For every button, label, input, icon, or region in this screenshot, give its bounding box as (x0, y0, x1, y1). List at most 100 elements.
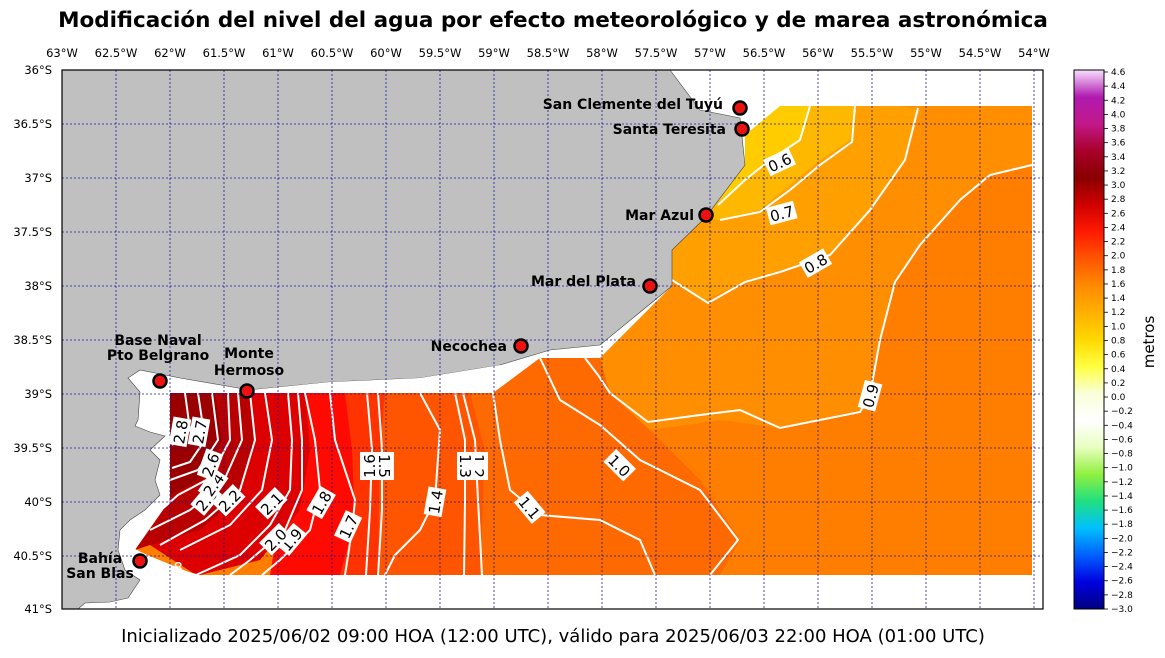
lon-label: 57.5°W (635, 46, 678, 60)
station-marker-san-blas (132, 553, 148, 569)
station-label-san-clemente: San Clemente del Tuyú (543, 97, 723, 113)
colorbar-tick-label: −2.6 (1111, 577, 1133, 587)
colorbar-tick-label: 0.6 (1111, 351, 1126, 361)
colorbar-tick-label: −0.8 (1111, 450, 1133, 460)
lon-label: 58°W (586, 46, 618, 60)
lon-label: 56°W (802, 46, 834, 60)
station-marker-belgrano (152, 373, 168, 389)
map-frame (61, 69, 1044, 610)
contour-1-0 (539, 357, 740, 576)
contour-label-2-8: 2.8 (168, 416, 192, 448)
svg-text:1.4: 1.4 (425, 489, 447, 516)
lat-label: 36°S (24, 63, 52, 77)
contour-label-1-4: 1.4 (423, 486, 447, 518)
svg-text:1.5: 1.5 (375, 454, 393, 478)
ocean-coast-strip (170, 365, 500, 393)
station-label-monte-line1: Monte (224, 346, 274, 362)
station-label-necochea: Necochea (431, 339, 507, 355)
colorbar-tick-label: 3.8 (1111, 125, 1126, 135)
contour-2-0 (195, 392, 294, 576)
lon-label: 54°W (1018, 46, 1050, 60)
lon-label: 58.5°W (527, 46, 570, 60)
lon-label: 55.5°W (851, 46, 894, 60)
contour-1-9 (229, 392, 303, 576)
colorbar-label: metros (1140, 316, 1158, 369)
colorbar-tick-label: 0.4 (1111, 365, 1126, 375)
colorbar-ticks: 4.6 4.4 4.2 4.0 3.8 3.6 3.4 3.2 3.0 2.8 2.6 2.4 2.2 2… (1104, 68, 1133, 615)
station-label-belgrano-line1: Base Naval (114, 333, 201, 349)
contour-0-7 (719, 105, 856, 221)
station-label-monte-line2: Hermoso (214, 363, 285, 379)
colorbar-tick-label: −1.2 (1111, 478, 1133, 488)
colorbar-tick-label: 4.2 (1111, 96, 1125, 106)
lon-label: 57°W (694, 46, 726, 60)
colorbar-tick-label: −0.2 (1111, 407, 1133, 417)
colorbar-bar (1073, 69, 1105, 610)
field-band-1-3 (370, 393, 485, 575)
station-marker-san-clemente (732, 100, 748, 116)
colorbar-tick-label: −1.6 (1111, 506, 1133, 516)
colorbar-tick-label: −3.0 (1111, 605, 1133, 615)
field-band-1-0 (420, 358, 740, 575)
colorbar-tick-label: 3.0 (1111, 181, 1126, 191)
stations (132, 100, 750, 569)
svg-text:2.7: 2.7 (189, 419, 211, 446)
contour-label-2-7: 2.7 (187, 416, 211, 448)
colorbar-tick-label: 1.8 (1111, 266, 1126, 276)
station-marker-santa-teresita (734, 121, 750, 137)
colorbar-tick-label: 0.8 (1111, 337, 1126, 347)
contour-1-4 (384, 392, 442, 576)
contour-2-2 (159, 392, 257, 546)
lat-label: 40°S (24, 495, 52, 509)
colorbar-tick-label: 3.4 (1111, 153, 1126, 163)
colorbar-tick-label: 4.6 (1111, 68, 1126, 78)
lat-label: 40.5°S (13, 549, 52, 563)
svg-text:2.8: 2.8 (170, 419, 192, 446)
station-label-santa-teresita: Santa Teresita (613, 122, 726, 138)
lon-label: 63°W (46, 46, 78, 60)
colorbar-tick-label: −0.4 (1111, 421, 1133, 431)
station-marker-monte-hermoso (239, 383, 255, 399)
station-label-blas-line2: San Blas (66, 566, 134, 582)
lat-label: 39°S (24, 387, 52, 401)
lon-label: 59.5°W (419, 46, 462, 60)
footer-caption: Inicializado 2025/06/02 09:00 HOA (12:00… (121, 626, 985, 647)
svg-text:0.9: 0.9 (859, 382, 883, 410)
lat-label: 37°S (24, 171, 52, 185)
colorbar-tick-label: −1.0 (1111, 464, 1133, 474)
station-marker-mar-del-plata (642, 278, 658, 294)
latitude-labels: 36°S 36.5°S 37°S 37.5°S 38°S 38.5°S 39°S… (13, 63, 52, 616)
lon-label: 61°W (262, 46, 294, 60)
colorbar-tick-label: −1.4 (1111, 492, 1133, 502)
lat-label: 41°S (24, 602, 52, 616)
lat-label: 38.5°S (13, 333, 52, 347)
colorbar-tick-label: 3.2 (1111, 167, 1125, 177)
lon-label: 60.5°W (311, 46, 354, 60)
contour-label-1-8: 1.8 (306, 485, 336, 520)
colorbar-tick-label: 2.6 (1111, 209, 1126, 219)
lon-label: 61.5°W (203, 46, 246, 60)
colorbar-tick-label: 2.0 (1111, 252, 1126, 262)
svg-text:1.6: 1.6 (361, 454, 379, 478)
map-body: 0.6 0.7 0.8 0.9 1.0 1.1 1.2 1.3 1.4 1.5 … (62, 70, 1043, 609)
land (62, 70, 746, 609)
lon-label: 59°W (478, 46, 510, 60)
colorbar-tick-label: −2.4 (1111, 563, 1133, 573)
longitude-labels: 63°W 62.5°W 62°W 61.5°W 61°W 60.5°W 60°W… (46, 46, 1050, 60)
contour-label-0-7: 0.7 (765, 200, 798, 226)
lon-label: 54.5°W (959, 46, 1002, 60)
contour-label-0-9: 0.9 (857, 379, 883, 412)
colorbar-tick-label: 4.0 (1111, 110, 1126, 120)
colorbar-tick-label: 2.2 (1111, 238, 1125, 248)
lon-label: 60°W (370, 46, 402, 60)
field-band-0-5 (712, 106, 810, 205)
landmass-buenos-aires (62, 70, 746, 609)
colorbar-tick-label: 3.6 (1111, 139, 1126, 149)
lat-label: 37.5°S (13, 225, 52, 239)
colorbar-tick-label: −2.0 (1111, 534, 1133, 544)
colorbar-tick-label: 0.0 (1111, 393, 1126, 403)
map-title: Modificación del nivel del agua por efec… (58, 8, 1048, 33)
station-marker-mar-azul (698, 207, 714, 223)
station-label-blas-line1: Bahía (78, 551, 122, 567)
